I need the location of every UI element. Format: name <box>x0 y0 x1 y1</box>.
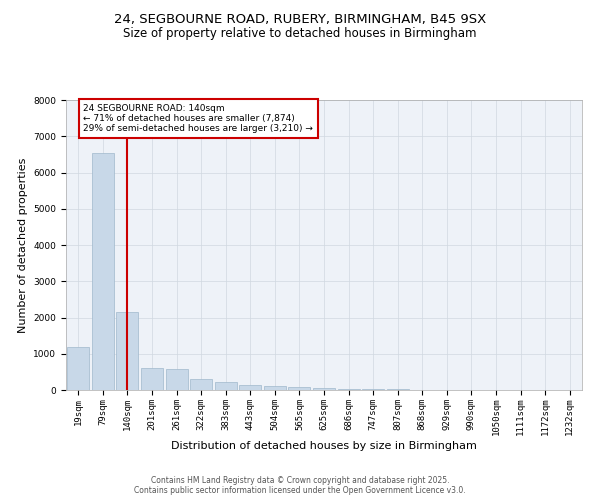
Bar <box>190 380 212 390</box>
Text: 24, SEGBOURNE ROAD, RUBERY, BIRMINGHAM, B45 9SX: 24, SEGBOURNE ROAD, RUBERY, BIRMINGHAM, … <box>114 12 486 26</box>
Bar <box>264 386 286 390</box>
X-axis label: Distribution of detached houses by size in Birmingham: Distribution of detached houses by size … <box>171 441 477 451</box>
Bar <box>215 382 237 390</box>
Bar <box>67 346 89 390</box>
Text: Contains HM Land Registry data © Crown copyright and database right 2025.
Contai: Contains HM Land Registry data © Crown c… <box>134 476 466 495</box>
Bar <box>166 369 188 390</box>
Bar <box>239 386 262 390</box>
Bar <box>116 312 139 390</box>
Bar <box>338 389 359 390</box>
Bar <box>141 368 163 390</box>
Bar <box>313 388 335 390</box>
Text: 24 SEGBOURNE ROAD: 140sqm
← 71% of detached houses are smaller (7,874)
29% of se: 24 SEGBOURNE ROAD: 140sqm ← 71% of detac… <box>83 104 313 134</box>
Bar <box>92 152 114 390</box>
Text: Size of property relative to detached houses in Birmingham: Size of property relative to detached ho… <box>123 28 477 40</box>
Y-axis label: Number of detached properties: Number of detached properties <box>18 158 28 332</box>
Bar <box>289 387 310 390</box>
